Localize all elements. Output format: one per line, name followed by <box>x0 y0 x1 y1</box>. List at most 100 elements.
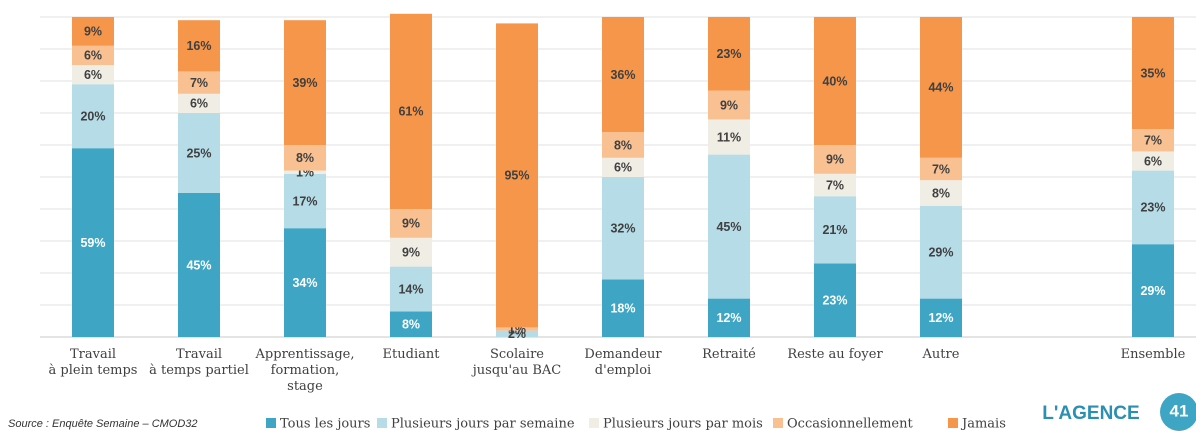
value-label: 95% <box>504 169 529 183</box>
value-label: 7% <box>932 162 950 176</box>
bar-segment <box>708 119 750 155</box>
legend-label: Plusieurs jours par semaine <box>391 417 575 431</box>
value-label: 23% <box>1140 201 1165 215</box>
value-label: 23% <box>716 47 741 61</box>
bar-segment <box>284 20 326 146</box>
value-label: 11% <box>717 130 741 144</box>
x-tick-label: Ensemble <box>1120 347 1186 362</box>
value-label: 7% <box>826 178 844 192</box>
value-label: 18% <box>610 301 635 315</box>
value-label: 6% <box>614 161 632 175</box>
value-label: 34% <box>292 276 317 290</box>
value-label: 29% <box>928 245 953 259</box>
value-label: 29% <box>1140 284 1165 298</box>
bar-segment <box>814 196 856 264</box>
bar-segment <box>602 157 644 177</box>
legend-label: Tous les jours <box>280 417 370 431</box>
value-label: 21% <box>822 223 847 237</box>
bar-segment <box>496 23 538 328</box>
logo: L'AGENCE <box>1042 403 1139 424</box>
value-label: 25% <box>186 146 211 160</box>
legend-label: Occasionnellement <box>787 417 913 431</box>
source: Source : Enquête Semaine – CMOD32 <box>8 418 198 430</box>
bar-segment <box>1132 244 1174 337</box>
bar-segment <box>178 20 220 72</box>
x-tick-label: Etudiant <box>382 347 440 362</box>
value-label: 20% <box>80 109 105 123</box>
bar-segment <box>708 90 750 120</box>
bar-segment <box>178 113 220 193</box>
value-label: 9% <box>84 25 102 39</box>
page-badge <box>1160 393 1196 431</box>
bar-segment <box>920 298 962 337</box>
bar-segment <box>1132 151 1174 171</box>
bar-segment <box>390 266 432 312</box>
bar-segment <box>1132 129 1174 152</box>
bar-segment <box>814 17 856 145</box>
legend-label: Jamais <box>960 417 1006 431</box>
value-label: 6% <box>84 49 102 63</box>
bar-segment <box>390 311 432 337</box>
value-label: 7% <box>1144 133 1162 147</box>
bar-segment <box>496 330 538 337</box>
value-label: 12% <box>928 311 953 325</box>
value-label: 36% <box>610 68 635 82</box>
x-tick-label: Scolaire jusqu'au BAC <box>472 347 562 378</box>
legend-swatch <box>948 418 958 428</box>
legend-swatch <box>589 418 599 428</box>
value-label: 7% <box>190 76 208 90</box>
x-tick-label: Demandeur d'emploi <box>584 347 662 378</box>
value-label: 44% <box>928 81 953 95</box>
bar-segment <box>708 154 750 299</box>
bar-segment <box>72 65 114 85</box>
value-label: 45% <box>716 220 741 234</box>
bar-segment <box>390 13 432 209</box>
x-tick-label: Travail à plein temps <box>48 347 138 378</box>
value-label: 9% <box>720 98 738 112</box>
value-label: 6% <box>84 68 102 82</box>
x-tick-label: Retraité <box>702 347 756 362</box>
value-label: 6% <box>190 97 208 111</box>
bar-segment <box>920 205 962 299</box>
bar-segment <box>284 173 326 229</box>
bar-segment <box>708 298 750 337</box>
legend-swatch <box>773 418 783 428</box>
bar-segment <box>814 263 856 337</box>
bar-segment <box>814 173 856 197</box>
bar-segment <box>178 93 220 113</box>
x-tick-label: Reste au foyer <box>787 347 883 362</box>
bar-segment <box>602 132 644 158</box>
bar-segment <box>72 84 114 149</box>
value-label: 12% <box>716 311 741 325</box>
x-tick-label: Travail à temps partiel <box>149 347 249 378</box>
bar-segment <box>496 327 538 331</box>
bar-segment <box>178 193 220 337</box>
bar-segment <box>284 170 326 174</box>
value-label: 8% <box>614 138 632 152</box>
bar-segment <box>814 145 856 174</box>
value-label: 61% <box>398 105 423 119</box>
bar-segment <box>602 279 644 337</box>
value-label: 39% <box>292 76 317 90</box>
value-label: 17% <box>292 194 317 208</box>
bar-segment <box>602 17 644 133</box>
value-label: 6% <box>1144 154 1162 168</box>
value-label: 59% <box>80 236 105 250</box>
bar-segment <box>920 157 962 181</box>
bar-segment <box>920 180 962 206</box>
page-number: 41 <box>1170 401 1189 420</box>
value-label: 8% <box>296 151 314 165</box>
value-label: 9% <box>402 245 420 259</box>
bar-segment <box>284 228 326 337</box>
legend-swatch <box>266 418 276 428</box>
legend-label: Plusieurs jours par mois <box>603 417 763 431</box>
bar-segment <box>72 17 114 46</box>
bar-segment <box>72 148 114 337</box>
bar-segment <box>284 145 326 171</box>
value-label: 8% <box>402 317 420 331</box>
value-label: 35% <box>1140 66 1165 80</box>
legend-swatch <box>377 418 387 428</box>
value-label: 9% <box>402 217 420 231</box>
